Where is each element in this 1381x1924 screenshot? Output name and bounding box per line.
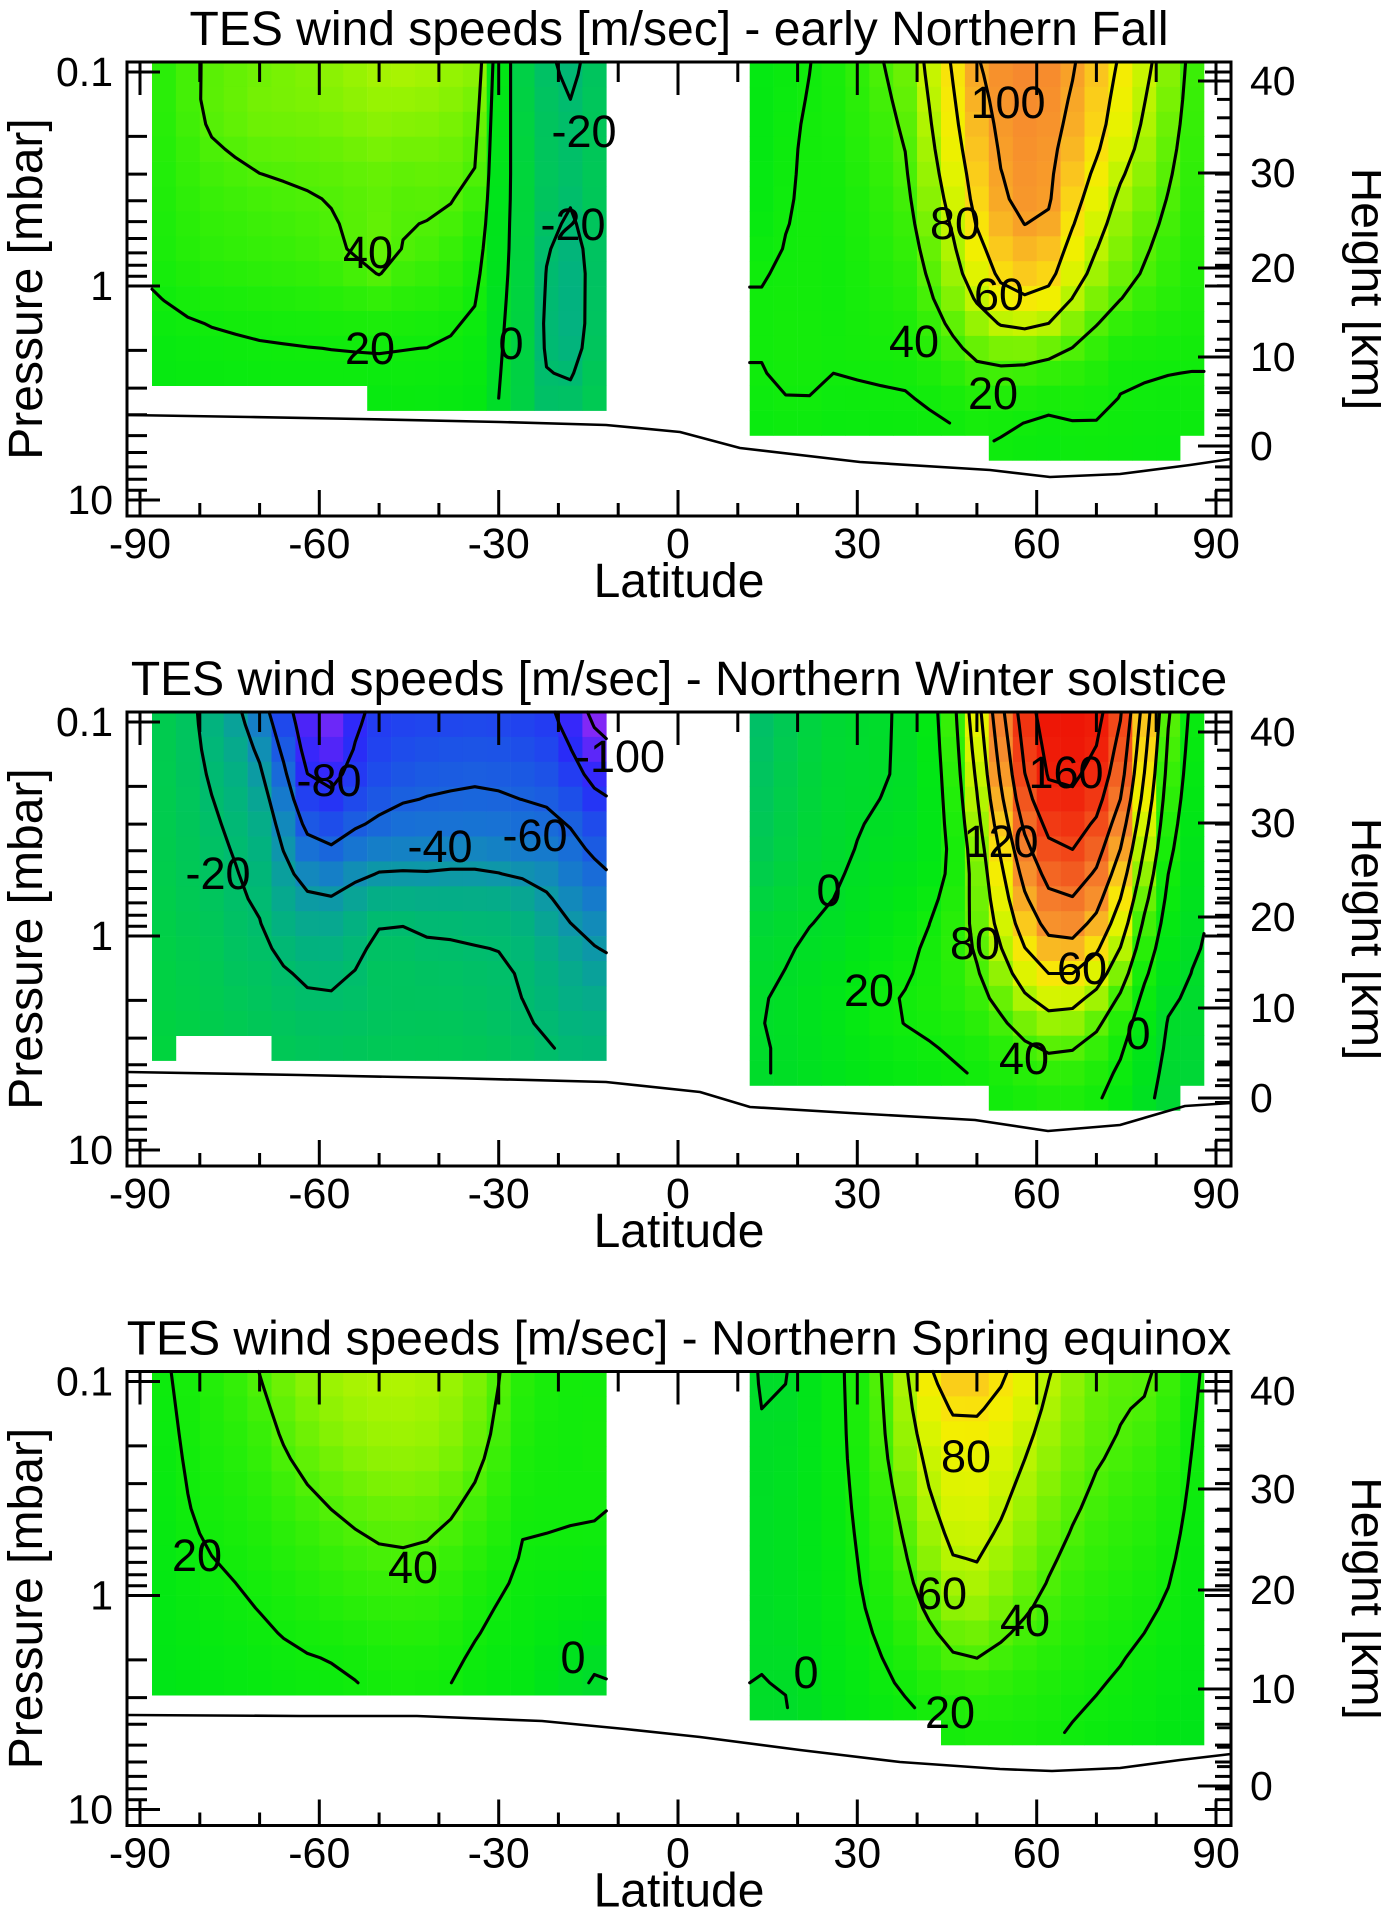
svg-text:20: 20 (172, 1530, 222, 1581)
svg-text:20: 20 (1250, 1567, 1296, 1613)
svg-text:0.1: 0.1 (56, 1359, 113, 1405)
svg-text:0: 0 (666, 1170, 690, 1218)
svg-text:0.1: 0.1 (56, 699, 113, 745)
svg-text:10: 10 (1250, 985, 1296, 1031)
svg-text:-90: -90 (109, 1830, 171, 1878)
svg-text:-40: -40 (407, 821, 472, 872)
svg-text:1: 1 (90, 263, 113, 309)
svg-text:-30: -30 (468, 1170, 530, 1218)
svg-text:10: 10 (1250, 334, 1296, 380)
svg-text:90: 90 (1192, 520, 1240, 568)
svg-text:40: 40 (343, 227, 393, 278)
svg-text:160: 160 (1028, 747, 1103, 798)
svg-text:0: 0 (666, 520, 690, 568)
svg-text:-30: -30 (468, 1830, 530, 1878)
svg-text:0: 0 (793, 1647, 818, 1698)
svg-text:20: 20 (345, 323, 395, 374)
svg-text:40: 40 (1250, 58, 1296, 104)
svg-text:10: 10 (67, 477, 113, 523)
svg-text:Height [km]: Height [km] (1341, 818, 1381, 1061)
svg-text:Pressure [mbar]: Pressure [mbar] (0, 1428, 53, 1769)
svg-text:40: 40 (1250, 1368, 1296, 1414)
svg-text:30: 30 (1250, 800, 1296, 846)
svg-text:0: 0 (1125, 1008, 1150, 1059)
svg-text:0: 0 (666, 1830, 690, 1878)
svg-text:40: 40 (1250, 709, 1296, 755)
svg-text:0: 0 (1250, 423, 1273, 469)
svg-text:Latitude: Latitude (594, 555, 765, 608)
svg-text:10: 10 (67, 1787, 113, 1833)
svg-text:10: 10 (67, 1127, 113, 1173)
svg-text:Height [km]: Height [km] (1341, 1477, 1381, 1720)
svg-text:-100: -100 (575, 731, 665, 782)
svg-text:0: 0 (1250, 1075, 1273, 1121)
svg-text:-30: -30 (468, 520, 530, 568)
svg-text:20: 20 (1250, 894, 1296, 940)
svg-text:40: 40 (388, 1542, 438, 1593)
svg-text:60: 60 (1013, 1830, 1061, 1878)
svg-text:100: 100 (970, 77, 1045, 128)
svg-text:Pressure [mbar]: Pressure [mbar] (0, 768, 53, 1109)
svg-text:TES wind speeds [m/sec] - Nort: TES wind speeds [m/sec] - Northern Winte… (131, 653, 1227, 706)
svg-text:-20: -20 (551, 106, 616, 157)
svg-text:20: 20 (968, 368, 1018, 419)
svg-text:30: 30 (833, 520, 881, 568)
svg-text:-80: -80 (296, 755, 361, 806)
svg-text:0.1: 0.1 (56, 49, 113, 95)
svg-text:TES wind speeds [m/sec] - Nort: TES wind speeds [m/sec] - Northern Sprin… (127, 1313, 1232, 1366)
svg-text:60: 60 (1013, 520, 1061, 568)
svg-text:-60: -60 (288, 1170, 350, 1218)
svg-text:Latitude: Latitude (594, 1205, 765, 1258)
svg-text:40: 40 (1000, 1595, 1050, 1646)
svg-text:Latitude: Latitude (594, 1865, 765, 1918)
svg-text:90: 90 (1192, 1170, 1240, 1218)
svg-text:120: 120 (963, 816, 1038, 867)
svg-text:Height [km]: Height [km] (1341, 168, 1381, 411)
svg-text:10: 10 (1250, 1666, 1296, 1712)
svg-text:90: 90 (1192, 1830, 1240, 1878)
svg-text:-90: -90 (109, 1170, 171, 1218)
svg-text:1: 1 (90, 913, 113, 959)
svg-text:0: 0 (560, 1632, 585, 1683)
svg-text:80: 80 (941, 1431, 991, 1482)
svg-text:TES wind speeds [m/sec] - earl: TES wind speeds [m/sec] - early Northern… (189, 3, 1168, 56)
svg-text:20: 20 (1250, 245, 1296, 291)
svg-text:0: 0 (1250, 1763, 1273, 1809)
svg-text:80: 80 (950, 918, 1000, 969)
svg-text:1: 1 (90, 1573, 113, 1619)
svg-text:-90: -90 (109, 520, 171, 568)
svg-text:-60: -60 (288, 520, 350, 568)
svg-text:-20: -20 (185, 848, 250, 899)
svg-text:80: 80 (930, 198, 980, 249)
svg-text:0: 0 (816, 865, 841, 916)
svg-text:30: 30 (833, 1830, 881, 1878)
svg-text:-60: -60 (288, 1830, 350, 1878)
svg-text:Pressure [mbar]: Pressure [mbar] (0, 118, 53, 459)
svg-text:0: 0 (498, 318, 523, 369)
svg-text:30: 30 (1250, 150, 1296, 196)
svg-text:60: 60 (1013, 1170, 1061, 1218)
svg-text:60: 60 (917, 1568, 967, 1619)
svg-text:30: 30 (833, 1170, 881, 1218)
svg-text:20: 20 (844, 965, 894, 1016)
svg-text:30: 30 (1250, 1466, 1296, 1512)
svg-text:-20: -20 (540, 199, 605, 250)
svg-text:-60: -60 (502, 810, 567, 861)
svg-text:40: 40 (999, 1033, 1049, 1084)
svg-text:40: 40 (889, 316, 939, 367)
svg-text:60: 60 (974, 269, 1024, 320)
svg-text:60: 60 (1057, 943, 1107, 994)
svg-text:20: 20 (925, 1687, 975, 1738)
